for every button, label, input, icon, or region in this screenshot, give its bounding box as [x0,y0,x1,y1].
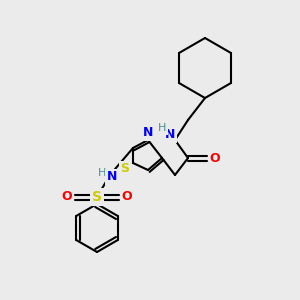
Text: H: H [158,123,166,133]
Text: H: H [98,168,106,178]
Text: S: S [92,190,102,204]
Text: O: O [62,190,72,203]
Text: S: S [121,163,130,176]
Text: N: N [165,128,175,142]
Text: O: O [210,152,220,164]
Text: N: N [143,127,153,140]
Text: N: N [107,170,117,184]
Text: O: O [122,190,132,203]
